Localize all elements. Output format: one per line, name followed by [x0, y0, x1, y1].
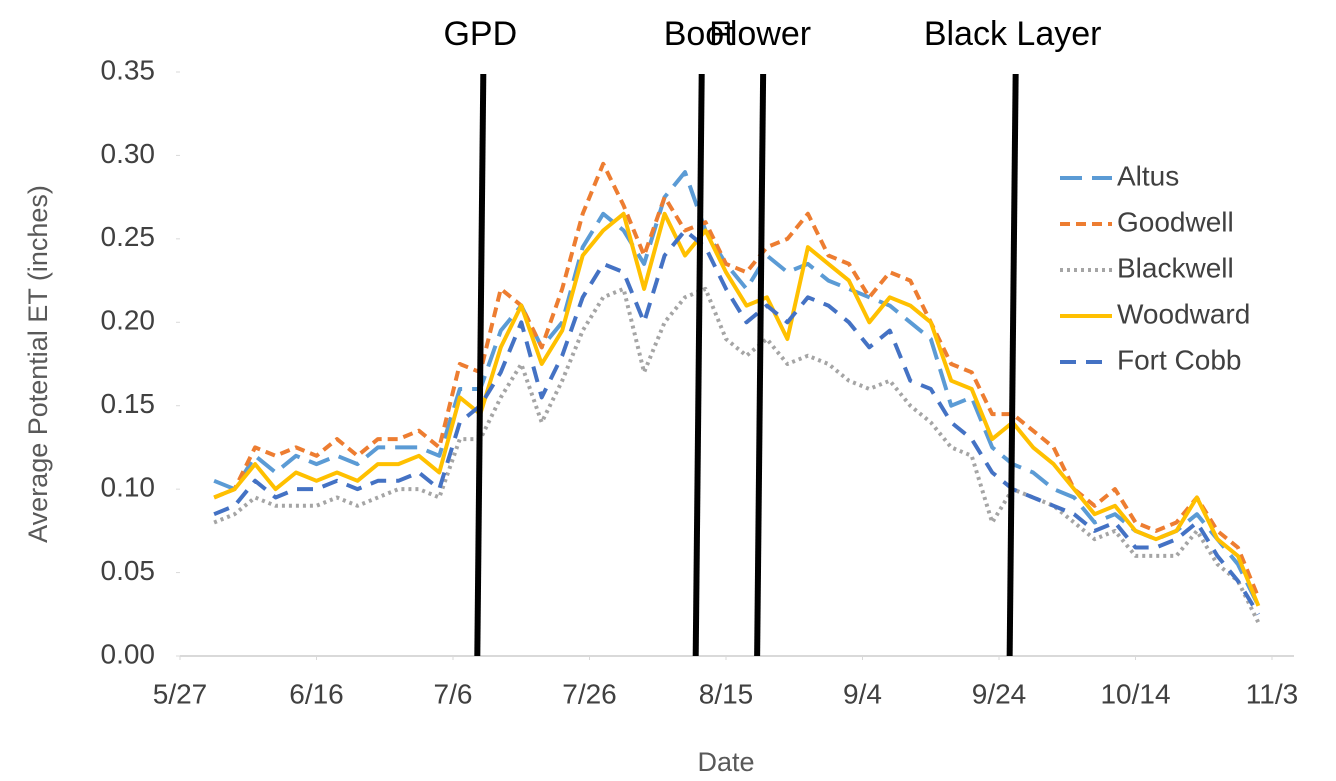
x-tick-label: 9/24 [972, 678, 1027, 709]
x-axis-title: Date [697, 747, 754, 777]
x-tick-label: 9/4 [843, 678, 882, 709]
stage-line [1006, 73, 1019, 657]
y-tick-label: 0.10 [101, 472, 156, 503]
stage-label: Flower [709, 15, 811, 53]
legend-label: Woodward [1117, 298, 1250, 329]
series-line [213, 211, 1261, 607]
stage-label: GPD [443, 15, 517, 53]
x-tick-label: 8/15 [699, 678, 754, 709]
y-tick-label: 0.05 [101, 555, 156, 586]
y-axis-title: Average Potential ET (inches) [23, 185, 53, 543]
series-line [213, 286, 1261, 624]
x-tick-label: 10/14 [1100, 678, 1170, 709]
x-tick-label: 5/27 [153, 678, 208, 709]
legend-label: Blackwell [1117, 252, 1234, 283]
x-tick-label: 7/26 [562, 678, 617, 709]
y-tick-label: 0.25 [101, 221, 156, 252]
stage-label: Black Layer [924, 15, 1102, 53]
series-line [213, 170, 1261, 607]
legend-label: Goodwell [1117, 206, 1234, 237]
y-tick-label: 0.30 [101, 138, 156, 169]
x-tick-label: 11/3 [1246, 678, 1298, 709]
stage-line [692, 73, 705, 657]
stage-line [474, 73, 487, 657]
stage-line [754, 73, 767, 657]
series-line [213, 161, 1261, 599]
legend-label: Fort Cobb [1117, 344, 1242, 375]
y-tick-label: 0.00 [101, 638, 156, 669]
x-tick-label: 6/16 [289, 678, 344, 709]
y-tick-label: 0.20 [101, 305, 156, 336]
y-tick-label: 0.15 [101, 388, 156, 419]
series-line [213, 228, 1261, 616]
legend-label: Altus [1117, 160, 1179, 191]
y-tick-label: 0.35 [101, 54, 156, 85]
x-tick-label: 7/6 [434, 678, 473, 709]
stage-label: Boot [664, 15, 734, 53]
